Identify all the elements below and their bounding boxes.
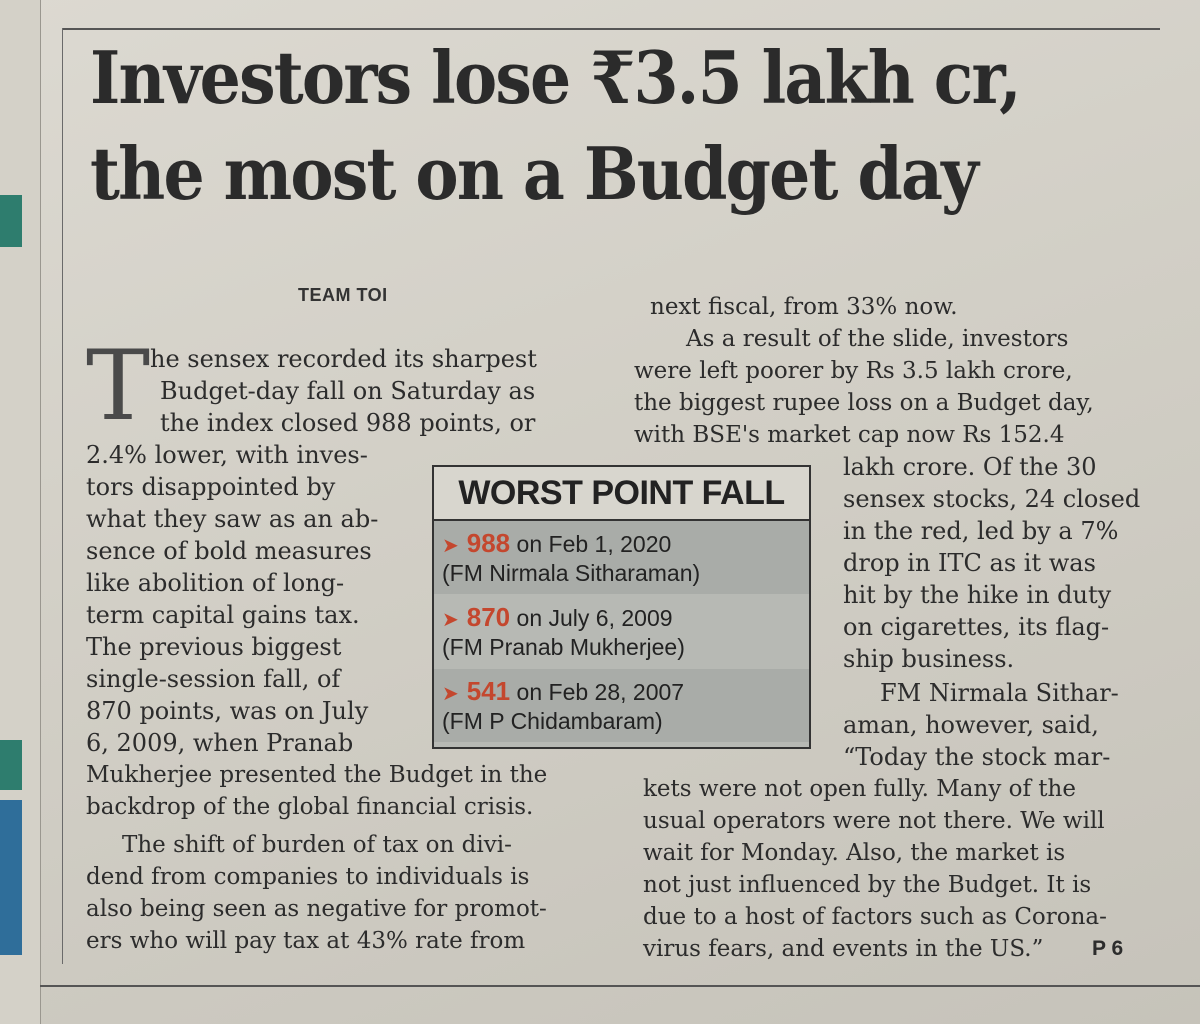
page-reference: P 6 [1092, 937, 1124, 960]
left-column-line: he sensex recorded its sharpest [150, 345, 537, 373]
fall-entry: ➤ 541 on Feb 28, 2007 (FM P Chidambaram) [434, 669, 809, 742]
right-column-line: usual operators were not there. We will [643, 808, 1105, 834]
right-column-line: sensex stocks, 24 closed [843, 485, 1141, 513]
right-column-line: were left poorer by Rs 3.5 lakh crore, [634, 358, 1073, 384]
left-column-line: single-session fall, of [86, 665, 341, 693]
left-column-line: The shift of burden of tax on divi- [122, 832, 512, 858]
right-column-line: due to a host of factors such as Corona- [643, 904, 1107, 930]
left-column-line: 6, 2009, when Pranab [86, 729, 354, 757]
right-column-line: in the red, led by a 7% [843, 517, 1119, 545]
right-column-line: drop in ITC as it was [843, 549, 1096, 577]
right-column-line: FM Nirmala Sithar- [880, 679, 1119, 707]
right-column-line: hit by the hike in duty [843, 581, 1112, 609]
right-column-line: not just influenced by the Budget. It is [643, 872, 1092, 898]
arrow-icon: ➤ [442, 683, 459, 705]
drop-cap: T [86, 330, 151, 442]
right-column-line: kets were not open fully. Many of the [643, 776, 1076, 802]
left-column-line: tors disappointed by [86, 473, 336, 501]
fall-date: on July 6, 2009 [516, 605, 673, 631]
bottom-rule [40, 985, 1200, 987]
left-rule [62, 28, 63, 964]
fall-finance-minister: (FM Nirmala Sitharaman) [442, 560, 701, 586]
fall-points: 870 [466, 602, 511, 632]
fall-points: 541 [466, 676, 511, 706]
right-column-line: lakh crore. Of the 30 [843, 453, 1097, 481]
adjacent-column-strip [0, 0, 41, 1024]
color-tab [0, 740, 22, 790]
left-column-line: 2.4% lower, with inves- [86, 441, 368, 469]
worst-point-fall-box: WORST POINT FALL ➤ 988 on Feb 1, 2020 (FM… [432, 465, 811, 749]
left-column-line: ers who will pay tax at 43% rate from [86, 928, 526, 954]
left-column-line: term capital gains tax. [86, 601, 360, 629]
left-column-line: 870 points, was on July [86, 697, 369, 725]
left-column-line: also being seen as negative for promot- [86, 896, 547, 922]
headline-line-1: Investors lose ₹3.5 lakh cr, [90, 35, 1022, 120]
left-column-line: Budget-day fall on Saturday as [160, 377, 536, 405]
right-column-line: next fiscal, from 33% now. [650, 294, 958, 320]
fall-finance-minister: (FM Pranab Mukherjee) [442, 634, 685, 660]
color-tab [0, 195, 22, 247]
right-column-line: “Today the stock mar- [843, 743, 1111, 771]
left-column-line: what they saw as an ab- [86, 505, 379, 533]
headline-line-2: the most on a Budget day [90, 131, 979, 216]
arrow-icon: ➤ [442, 535, 459, 557]
left-column-line: sence of bold measures [86, 537, 372, 565]
headline: Investors lose ₹3.5 lakh cr, the most on… [90, 30, 1062, 222]
left-column-line: backdrop of the global financial crisis. [86, 794, 534, 820]
fall-date: on Feb 1, 2020 [516, 531, 672, 557]
right-column-line: with BSE's market cap now Rs 152.4 [634, 422, 1065, 448]
fall-entry: ➤ 988 on Feb 1, 2020 (FM Nirmala Sitharam… [434, 521, 809, 594]
fall-points: 988 [466, 528, 511, 558]
right-column-line: virus fears, and events in the US.” [643, 936, 1044, 962]
left-column-line: dend from companies to individuals is [86, 864, 530, 890]
right-column-line: on cigarettes, its flag- [843, 613, 1110, 641]
byline: TEAM TOI [298, 285, 388, 305]
fall-finance-minister: (FM P Chidambaram) [442, 708, 663, 734]
fall-entry: ➤ 870 on July 6, 2009 (FM Pranab Mukherje… [434, 595, 809, 668]
arrow-icon: ➤ [442, 609, 459, 631]
left-column-line: The previous biggest [86, 633, 342, 661]
top-rule [62, 28, 1160, 30]
left-column-line: like abolition of long- [86, 569, 345, 597]
fall-date: on Feb 28, 2007 [516, 679, 685, 705]
color-tab [0, 800, 22, 955]
right-column-line: wait for Monday. Also, the market is [643, 840, 1066, 866]
left-column-line: the index closed 988 points, or [160, 409, 536, 437]
left-column-line: Mukherjee presented the Budget in the [86, 762, 548, 788]
box-title: WORST POINT FALL [434, 467, 809, 521]
right-column-line: As a result of the slide, investors [686, 326, 1069, 352]
right-column-line: aman, however, said, [843, 711, 1099, 739]
right-column-line: ship business. [843, 645, 1015, 673]
right-column-line: the biggest rupee loss on a Budget day, [634, 390, 1094, 416]
